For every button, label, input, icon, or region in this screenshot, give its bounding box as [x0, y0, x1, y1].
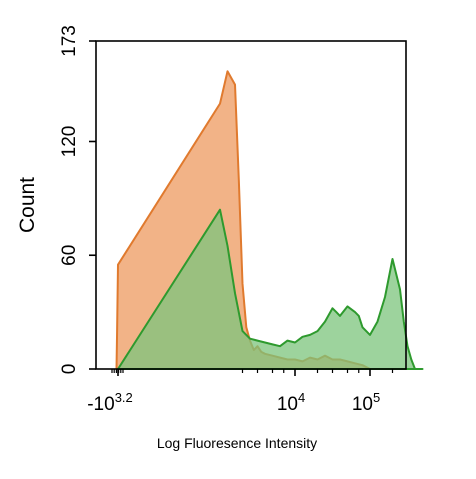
- histogram-series-2: [117, 208, 424, 370]
- x-tick-label: 105: [352, 390, 380, 415]
- x-tick-label: 104: [277, 390, 305, 415]
- y-tick-label: 0: [59, 364, 80, 375]
- y-tick-label: 173: [59, 25, 80, 57]
- x-tick-label: -103.2: [87, 390, 133, 415]
- series-layer: [115, 70, 424, 370]
- x-axis-title: Log Fluoresence Intensity: [157, 435, 317, 451]
- x-axis: -103.2104105106.8: [87, 369, 394, 415]
- y-tick-label: 120: [59, 126, 80, 158]
- y-axis: 0 60 120 173: [59, 25, 96, 374]
- y-axis-title: Count: [16, 177, 39, 233]
- y-tick-label: 60: [59, 245, 80, 266]
- plot-frame: [95, 40, 407, 370]
